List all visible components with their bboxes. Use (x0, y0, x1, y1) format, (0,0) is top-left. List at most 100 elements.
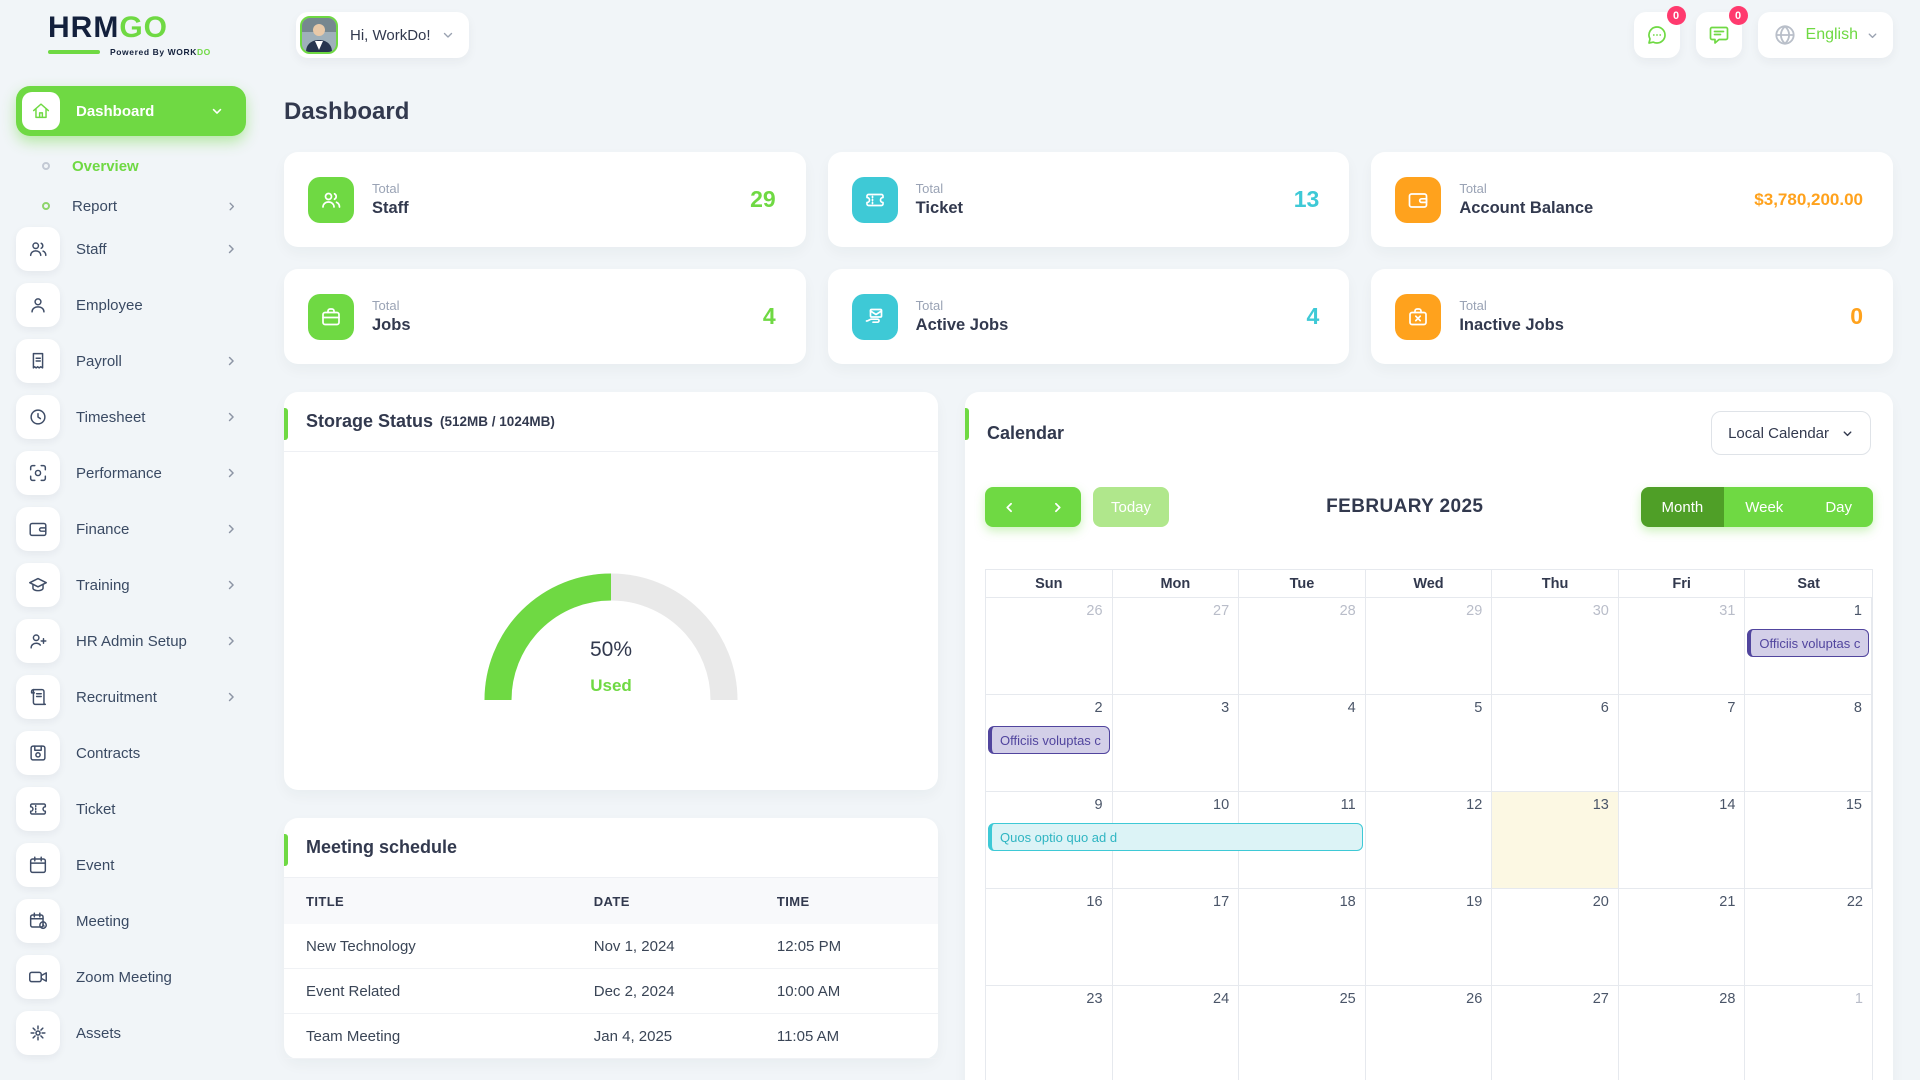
sidebar-item-contracts[interactable]: Contracts (16, 730, 246, 776)
calendar-day-cell-26[interactable]: 26 (986, 598, 1113, 695)
calendar-day-cell-27[interactable]: 27 (1112, 598, 1240, 695)
calendar-day-cell-24[interactable]: 24 (1113, 986, 1240, 1080)
language-label: English (1805, 26, 1858, 43)
sidebar-item-training[interactable]: Training (16, 562, 246, 608)
chat-bubble-icon (1645, 23, 1669, 47)
sidebar-nav: Dashboard Overview Report Staff Employee Payr… (16, 86, 246, 1056)
main-content: Dashboard Total Staff 29 Total Ticket 13 Total… (260, 70, 1920, 1080)
chevron-down-icon (1866, 29, 1879, 42)
sidebar-item-assets[interactable]: Assets (16, 1010, 246, 1056)
sidebar-item-event[interactable]: Event (16, 842, 246, 888)
stat-card-inactive-jobs: Total Inactive Jobs 0 (1371, 269, 1893, 364)
calendar-view-month[interactable]: Month (1640, 487, 1725, 527)
sidebar-subitem-report[interactable]: Report (16, 186, 246, 226)
notifications-button[interactable]: 0 (1695, 6, 1748, 58)
sidebar-item-recruitment[interactable]: Recruitment (16, 674, 246, 720)
calendar-day-cell-28[interactable]: 28 (1239, 598, 1366, 695)
calendar-day-cell-12[interactable]: 12 (1365, 792, 1493, 889)
calendar-day-cell-1[interactable]: 1 (1745, 986, 1872, 1080)
calendar-day-cell-13-today[interactable]: 13 (1492, 792, 1619, 889)
stat-card-ticket: Total Ticket 13 (827, 152, 1350, 247)
calendar-event[interactable]: Quos optio quo ad d (988, 823, 1363, 851)
calendar-day-cell-17[interactable]: 17 (1112, 889, 1240, 986)
notifications-badge: 0 (1728, 6, 1748, 25)
calendar-source-dropdown[interactable]: Local Calendar (1711, 411, 1871, 455)
calendar-day-cell-5[interactable]: 5 (1365, 695, 1493, 792)
chevron-right-icon (224, 690, 238, 704)
calendar-day-cell-4[interactable]: 4 (1239, 695, 1366, 792)
calendar-day-cell-14[interactable]: 14 (1618, 792, 1746, 889)
sidebar-item-finance[interactable]: Finance (16, 506, 246, 552)
chevron-right-icon (225, 200, 238, 213)
day-header-sun: Sun (986, 570, 1113, 598)
sidebar-item-payroll[interactable]: Payroll (16, 338, 246, 384)
calendar-prev-button[interactable] (985, 487, 1033, 527)
calendar-event[interactable]: Officiis voluptas c (1747, 629, 1869, 657)
calendar-today-button[interactable]: Today (1093, 487, 1170, 527)
calendar-day-cell-23[interactable]: 23 (986, 986, 1113, 1080)
stat-top-label: Total (1459, 298, 1487, 313)
page-title: Dashboard (284, 98, 410, 125)
calendar-day-cell-2[interactable]: 2 (986, 695, 1113, 792)
calendar-day-cell-6[interactable]: 6 (1492, 695, 1619, 792)
calendar-day-cell-30[interactable]: 30 (1492, 598, 1619, 695)
sidebar-item-hr-admin-setup[interactable]: HR Admin Setup (16, 618, 246, 664)
brand-logo: HRMGO Powered By WORKDO (0, 13, 260, 57)
calendar-day-cell-7[interactable]: 7 (1618, 695, 1746, 792)
user-menu[interactable]: Hi, WorkDo! (296, 12, 469, 58)
message-square-icon (1707, 23, 1731, 47)
calendar-day-cell-19[interactable]: 19 (1365, 889, 1493, 986)
calendar-day-cell-29[interactable]: 29 (1365, 598, 1493, 695)
calendar-day-cell-15[interactable]: 15 (1745, 792, 1872, 889)
calendar-day-cell-21[interactable]: 21 (1618, 889, 1746, 986)
calendar-day-cell-31[interactable]: 31 (1618, 598, 1746, 695)
calendar-day-cell-11[interactable]: 11 (1239, 792, 1366, 889)
day-header-wed: Wed (1365, 570, 1493, 598)
language-selector[interactable]: English (1757, 12, 1893, 58)
day-header-thu: Thu (1492, 570, 1619, 598)
target-icon (16, 451, 60, 495)
calendar-month-title: FEBRUARY 2025 (1326, 496, 1484, 517)
calendar-next-button[interactable] (1033, 487, 1081, 527)
calendar-day-cell-18[interactable]: 18 (1239, 889, 1366, 986)
calendar-title: Calendar (987, 422, 1065, 443)
sidebar-item-performance[interactable]: Performance (16, 450, 246, 496)
sidebar-item-ticket[interactable]: Ticket (16, 786, 246, 832)
sidebar-item-timesheet[interactable]: Timesheet (16, 394, 246, 440)
calendar-week-row: 2 3 4 5 6 7 8 Officiis voluptas c (986, 695, 1872, 792)
globe-icon (1772, 22, 1798, 48)
topbar: HRMGO Powered By WORKDO Hi, WorkDo! 0 0 (0, 0, 1920, 70)
day-header-mon: Mon (1112, 570, 1240, 598)
calendar-view-week[interactable]: Week (1724, 487, 1805, 527)
calendar-view-day[interactable]: Day (1804, 487, 1873, 527)
calendar-day-cell-20[interactable]: 20 (1492, 889, 1619, 986)
meeting-time-cell: 10:00 AM (776, 982, 841, 1000)
calendar-event[interactable]: Officiis voluptas c (988, 726, 1110, 754)
calendar-day-cell-28[interactable]: 28 (1619, 986, 1746, 1080)
sidebar-item-employee[interactable]: Employee (16, 282, 246, 328)
chevron-right-icon (224, 634, 238, 648)
calendar-day-cell-26[interactable]: 26 (1366, 986, 1493, 1080)
stat-top-label: Total (372, 181, 400, 196)
calendar-day-cell-8[interactable]: 8 (1745, 695, 1872, 792)
calendar-day-cell-16[interactable]: 16 (986, 889, 1113, 986)
briefcase-icon (308, 293, 354, 340)
calendar-day-cell-27[interactable]: 27 (1492, 986, 1619, 1080)
calendar-view-switcher: Month Week Day (1640, 487, 1873, 527)
briefcase-x-icon (1395, 293, 1442, 340)
stat-label: Account Balance (1459, 199, 1594, 217)
calendar-day-cell-3[interactable]: 3 (1112, 695, 1240, 792)
sidebar-item-staff[interactable]: Staff (16, 226, 246, 272)
sidebar-subitem-overview[interactable]: Overview (16, 146, 246, 186)
stat-value: 4 (762, 303, 776, 329)
sidebar-item-dashboard[interactable]: Dashboard (16, 86, 246, 136)
calendar-day-cell-25[interactable]: 25 (1239, 986, 1366, 1080)
sidebar-item-meeting[interactable]: Meeting (16, 898, 246, 944)
messages-button[interactable]: 0 (1633, 6, 1686, 58)
sidebar-item-zoom-meeting[interactable]: Zoom Meeting (16, 954, 246, 1000)
meeting-row: Event Related Dec 2, 2024 10:00 AM (284, 969, 938, 1014)
calendar-day-cell-1[interactable]: 1 (1745, 598, 1872, 695)
storage-subtitle: (512MB / 1024MB) (440, 414, 555, 429)
calendar-day-cell-22[interactable]: 22 (1745, 889, 1872, 986)
